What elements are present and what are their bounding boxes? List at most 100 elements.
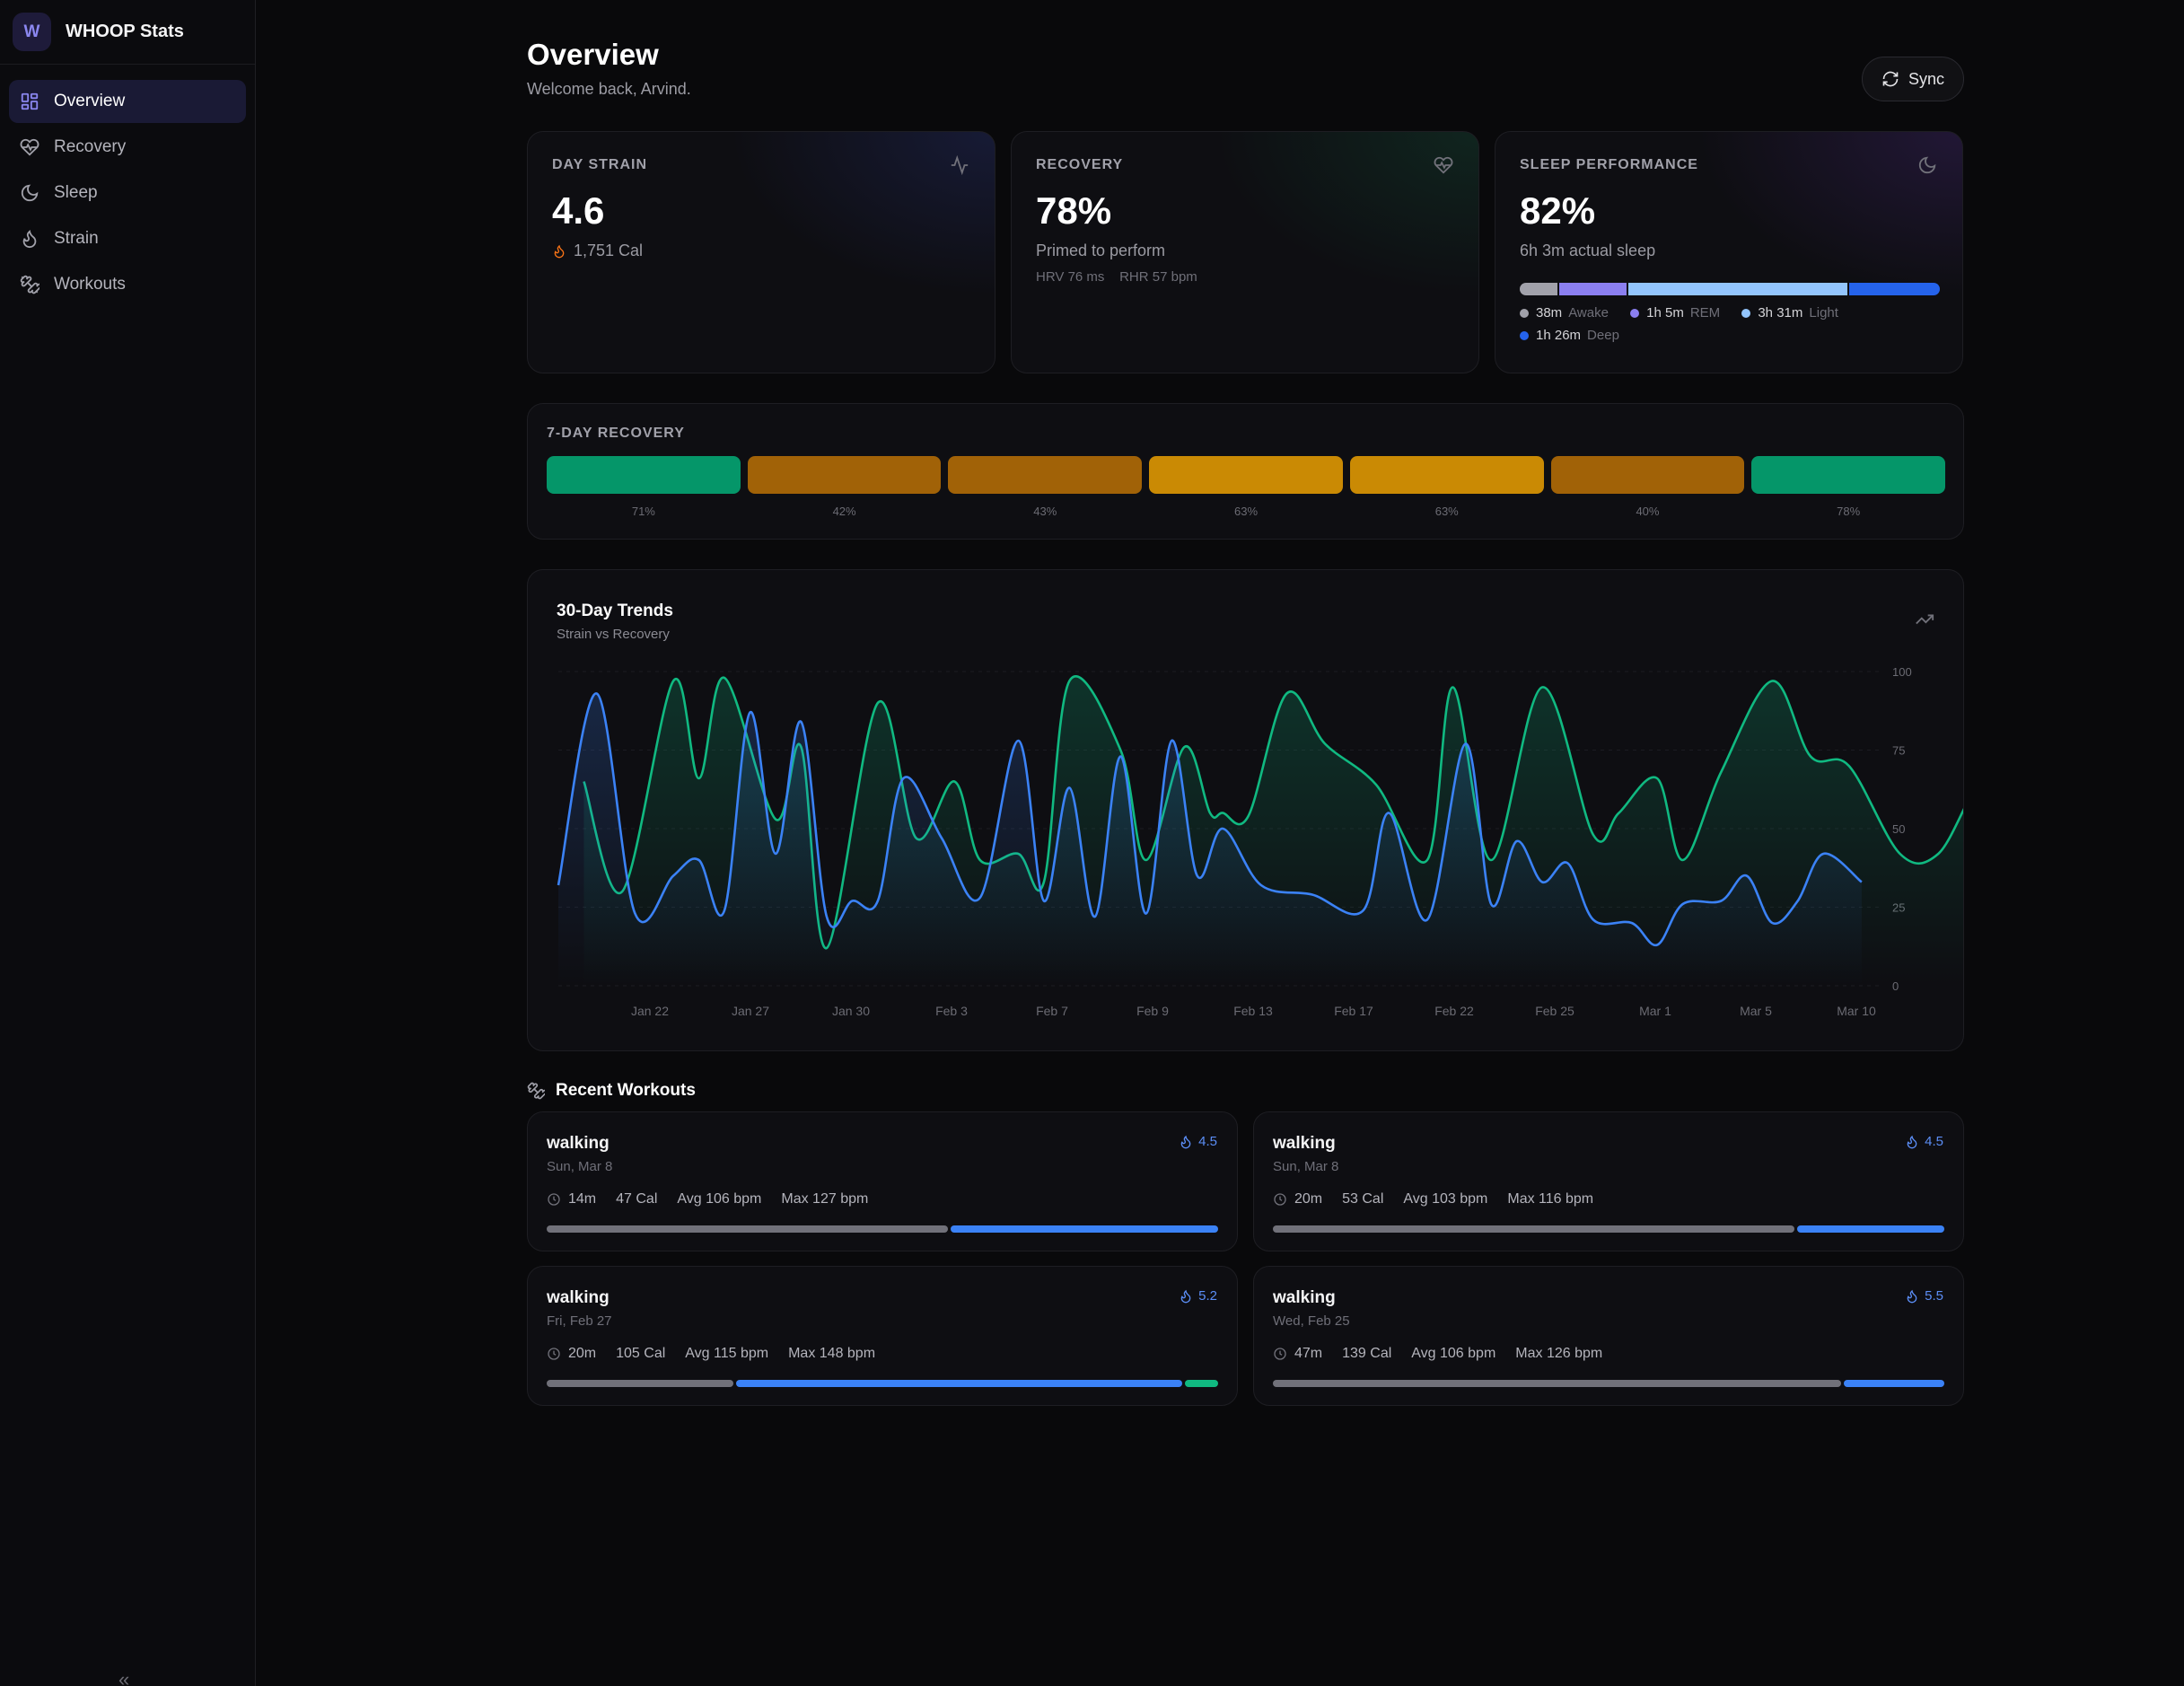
grid-icon (21, 92, 39, 110)
heart-pulse-icon (20, 138, 39, 156)
week-day-1[interactable]: 42% (747, 456, 942, 518)
sidebar-item-recovery[interactable]: Recovery (9, 126, 246, 169)
recovery-bar (1550, 456, 1745, 494)
sleep-stage-rem (1559, 283, 1628, 295)
week-day-0[interactable]: 71% (547, 456, 741, 518)
legend-dot (1630, 308, 1640, 318)
legend-dot (1520, 308, 1529, 318)
workout-strain: 4.5 (1905, 1134, 1943, 1149)
recovery-card[interactable]: RECOVERY 78% Primed to perform HRV 76 ms… (1011, 131, 1479, 373)
x-tick-label: Feb 3 (935, 1004, 968, 1018)
hrv-value: HRV 76 ms (1036, 269, 1105, 285)
workout-card[interactable]: walking Sun, Mar 8 4.5 20m 53 Cal Avg 103 bpm… (1253, 1111, 1964, 1251)
sleep-legend-rem: 1h 5m REM (1630, 305, 1720, 321)
x-tick-label: Jan 30 (832, 1004, 870, 1018)
workout-strain: 4.5 (1179, 1134, 1217, 1149)
chart-title: 30-Day Trends (557, 602, 673, 620)
x-tick-label: Mar 5 (1740, 1004, 1772, 1018)
week-day-3[interactable]: 63% (1149, 456, 1343, 518)
sidebar-item-workouts[interactable]: Workouts (9, 263, 246, 306)
strain-value: 4.5 (1198, 1134, 1217, 1149)
card-label: RECOVERY (1036, 157, 1124, 172)
strain-value: 5.2 (1198, 1288, 1217, 1304)
day-strain-card[interactable]: DAY STRAIN 4.6 1,751 Cal (527, 131, 996, 373)
workout-date: Wed, Feb 25 (1273, 1313, 1350, 1329)
strain-value: 4.6 (552, 189, 605, 232)
hr-zone-bar (547, 1380, 1218, 1387)
recovery-status: Primed to perform (1036, 241, 1166, 259)
sidebar-item-sleep[interactable]: Sleep (9, 171, 246, 215)
x-tick-label: Feb 9 (1136, 1004, 1169, 1018)
workout-max-hr: Max 127 bpm (781, 1191, 869, 1207)
brand-logo: W (13, 13, 51, 51)
sleep-stage-awake (1520, 283, 1560, 295)
workout-calories: 105 Cal (616, 1346, 666, 1361)
sidebar: W WHOOP Stats Overview Recovery Sleep St… (0, 0, 256, 1686)
workout-avg-hr: Avg 103 bpm (1403, 1191, 1488, 1207)
x-tick-label: Feb 22 (1434, 1004, 1474, 1018)
stage-value: 1h 5m (1646, 305, 1684, 321)
sidebar-item-strain[interactable]: Strain (9, 217, 246, 260)
sync-button[interactable]: Sync (1862, 57, 1964, 101)
sleep-legend-awake: 38m Awake (1520, 305, 1609, 321)
actual-sleep: 6h 3m actual sleep (1520, 241, 1656, 259)
week-recovery-card: 7-DAY RECOVERY 71% 42% 43% 63% 63% 40% 78% (527, 403, 1964, 540)
sleep-stage-bar (1520, 283, 1940, 295)
y-tick-label: 50 (1892, 822, 1905, 836)
workout-name: walking (1273, 1288, 1336, 1307)
brand-name: WHOOP Stats (66, 22, 184, 41)
recovery-bar (948, 456, 1143, 494)
calories: 1,751 Cal (552, 241, 643, 260)
workout-name: walking (547, 1288, 610, 1307)
week-day-5[interactable]: 40% (1550, 456, 1745, 518)
hr-zone-segment (735, 1380, 1182, 1387)
x-tick-label: Mar 10 (1837, 1004, 1876, 1018)
hr-zone-segment (1273, 1225, 1795, 1233)
brand[interactable]: W WHOOP Stats (0, 0, 255, 65)
workout-card[interactable]: walking Sun, Mar 8 4.5 14m 47 Cal Avg 106 bpm… (527, 1111, 1238, 1251)
collapse-sidebar-button[interactable]: « (118, 1668, 130, 1686)
page-title: Overview (527, 38, 659, 71)
week-day-4[interactable]: 63% (1349, 456, 1544, 518)
workout-card[interactable]: walking Fri, Feb 27 5.2 20m 105 Cal Avg 115 b… (527, 1266, 1238, 1406)
recovery-bar-label: 71% (631, 505, 655, 518)
sidebar-item-overview[interactable]: Overview (9, 80, 246, 123)
workout-stats: 14m 47 Cal Avg 106 bpm Max 127 bpm (547, 1191, 868, 1207)
card-label: 7-DAY RECOVERY (547, 426, 685, 441)
x-tick-label: Feb 17 (1334, 1004, 1373, 1018)
recovery-value: 78% (1036, 189, 1112, 232)
stage-value: 1h 26m (1536, 328, 1582, 343)
recovery-bar (1751, 456, 1946, 494)
series-line-1[interactable] (557, 692, 1863, 946)
recovery-metrics: HRV 76 ms RHR 57 bpm (1036, 269, 1197, 285)
week-day-2[interactable]: 43% (948, 456, 1143, 518)
workout-date: Sun, Mar 8 (1273, 1159, 1339, 1174)
workout-stats: 20m 105 Cal Avg 115 bpm Max 148 bpm (547, 1346, 875, 1362)
sleep-legend-light: 3h 31m Light (1741, 305, 1838, 321)
workout-avg-hr: Avg 106 bpm (677, 1191, 762, 1207)
rhr-value: RHR 57 bpm (1119, 269, 1197, 285)
workout-strain: 5.5 (1905, 1288, 1943, 1304)
flame-icon (1907, 1135, 1917, 1148)
workout-duration: 20m (1294, 1191, 1323, 1207)
workout-card[interactable]: walking Wed, Feb 25 5.5 47m 139 Cal Avg 106 b… (1253, 1266, 1964, 1406)
sleep-legend-deep: 1h 26m Deep (1520, 328, 1619, 343)
flame-icon (22, 229, 37, 249)
week-day-6[interactable]: 78% (1751, 456, 1946, 518)
recovery-bar-label: 63% (1234, 505, 1259, 518)
week-recovery-bars: 71% 42% 43% 63% 63% 40% 78% (547, 456, 1946, 518)
legend-dot (1520, 330, 1529, 340)
sidebar-nav: Overview Recovery Sleep Strain Workouts (0, 65, 255, 324)
sleep-performance-card[interactable]: SLEEP PERFORMANCE 82% 6h 3m actual sleep… (1495, 131, 1963, 373)
y-tick-label: 75 (1892, 744, 1905, 758)
legend-dot (1741, 308, 1751, 318)
card-label: SLEEP PERFORMANCE (1520, 157, 1698, 172)
hr-zone-segment (547, 1380, 733, 1387)
hr-zone-segment (951, 1225, 1218, 1233)
workout-calories: 47 Cal (616, 1191, 658, 1207)
recovery-bar-label: 78% (1837, 505, 1861, 518)
hr-zone-segment (547, 1225, 948, 1233)
clock-icon (548, 1348, 560, 1360)
dumbbell-icon (527, 1082, 545, 1100)
